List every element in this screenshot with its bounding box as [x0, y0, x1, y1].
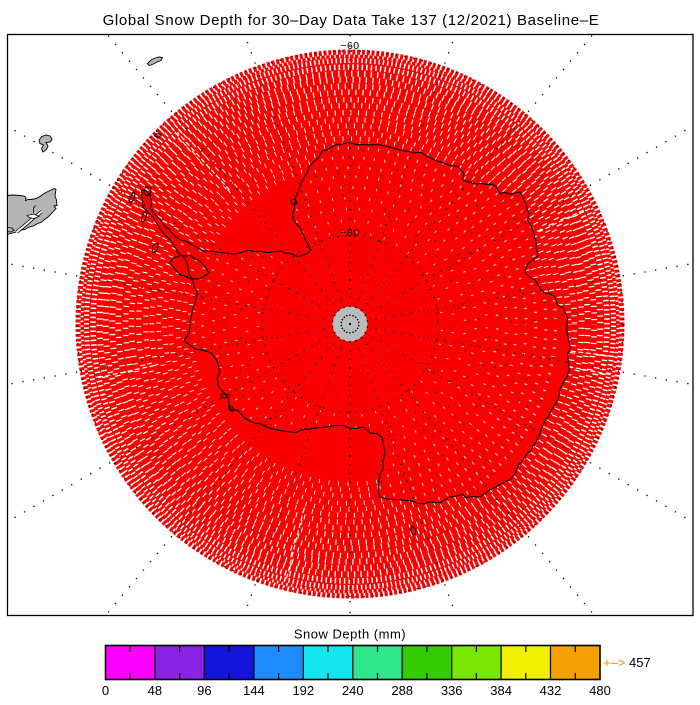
svg-text:240: 240	[342, 683, 364, 698]
svg-text:384: 384	[490, 683, 512, 698]
svg-text:336: 336	[441, 683, 463, 698]
svg-text:480: 480	[589, 683, 611, 698]
svg-text:48: 48	[148, 683, 162, 698]
svg-text:Global Snow Depth for 30–Day D: Global Snow Depth for 30–Day Data Take 1…	[103, 12, 600, 29]
svg-text:+–>: +–>	[603, 655, 625, 670]
svg-text:457: 457	[629, 655, 651, 670]
svg-text:96: 96	[197, 683, 211, 698]
svg-text:0: 0	[102, 683, 109, 698]
svg-text:Snow Depth (mm): Snow Depth (mm)	[294, 627, 406, 642]
svg-text:432: 432	[540, 683, 562, 698]
svg-text:144: 144	[243, 683, 265, 698]
svg-text:288: 288	[391, 683, 413, 698]
svg-text:−80: −80	[340, 227, 359, 239]
svg-text:−60: −60	[340, 40, 359, 52]
svg-text:192: 192	[292, 683, 314, 698]
